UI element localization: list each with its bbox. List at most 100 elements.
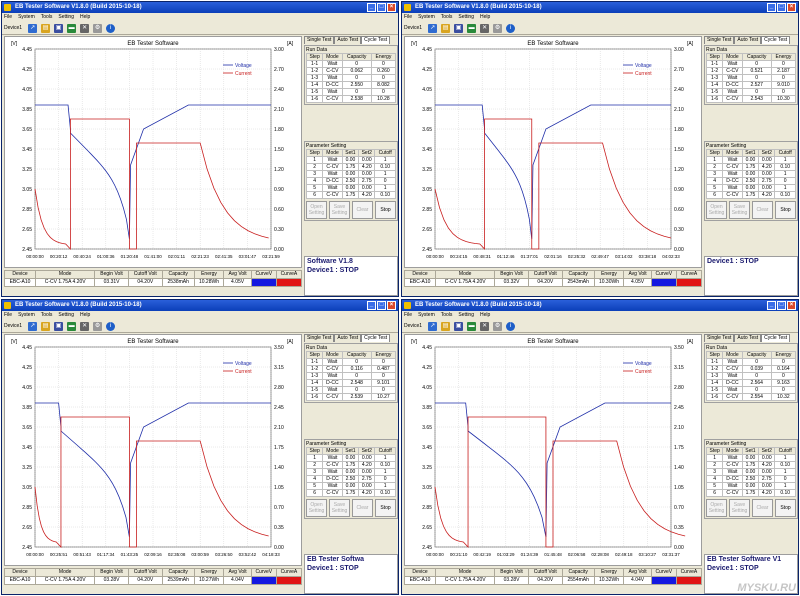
menu-help[interactable]: Help	[480, 14, 491, 20]
clear-button[interactable]: Clear	[752, 499, 773, 517]
chart-icon[interactable]: ▬	[467, 23, 477, 33]
parameter-cell[interactable]: 1.75	[741, 163, 760, 171]
chart-icon[interactable]: ▬	[467, 321, 477, 331]
close-icon[interactable]: ×	[787, 3, 796, 12]
minimize-icon[interactable]: _	[767, 301, 776, 310]
parameter-cell[interactable]: 1	[374, 468, 396, 476]
parameter-cell[interactable]: 4.20	[758, 191, 776, 199]
parameter-row[interactable]: 3 Wait 0.00 0.00 1	[305, 468, 396, 476]
tools-icon[interactable]: ✕	[480, 321, 490, 331]
parameter-cell[interactable]: 6	[305, 489, 324, 497]
parameter-cell[interactable]: 1	[374, 184, 396, 192]
chart-icon[interactable]: ▬	[67, 23, 77, 33]
parameter-row[interactable]: 4 D-CC 2.50 2.75 0	[705, 475, 796, 483]
parameter-cell[interactable]: 4.20	[758, 461, 776, 469]
parameter-cell[interactable]: 1.75	[341, 163, 360, 171]
parameter-cell[interactable]: 2.50	[741, 177, 760, 185]
tab-auto-test[interactable]: Auto Test	[334, 36, 362, 44]
parameter-cell[interactable]: 2.75	[358, 177, 376, 185]
device-selector[interactable]: Device1	[404, 25, 423, 31]
parameter-cell[interactable]: Wait	[722, 454, 743, 462]
parameter-cell[interactable]: C-CV	[722, 191, 743, 199]
maximize-icon[interactable]: □	[377, 301, 386, 310]
parameter-cell[interactable]: 0.00	[758, 468, 776, 476]
settings-icon[interactable]: ⚙	[493, 321, 503, 331]
parameter-row[interactable]: 4 D-CC 2.50 2.75 0	[305, 475, 396, 483]
tab-cycle-test[interactable]: Cycle Test	[761, 334, 791, 342]
save-setting-button[interactable]: Save Setting	[329, 201, 350, 219]
curve-voltage-swatch[interactable]	[250, 576, 277, 585]
maximize-icon[interactable]: □	[777, 3, 786, 12]
menu-setting[interactable]: Setting	[58, 312, 74, 318]
open-setting-button[interactable]: Open Setting	[306, 499, 327, 517]
parameter-cell[interactable]: 1	[305, 454, 324, 462]
parameter-cell[interactable]: 0.10	[774, 489, 796, 497]
menu-setting[interactable]: Setting	[458, 312, 474, 318]
parameter-cell[interactable]: 2.75	[358, 475, 376, 483]
parameter-cell[interactable]: Wait	[322, 184, 343, 192]
tab-auto-test[interactable]: Auto Test	[734, 334, 762, 342]
parameter-cell[interactable]: 2	[305, 163, 324, 171]
parameter-row[interactable]: 1 Wait 0.00 0.00 1	[705, 454, 796, 462]
parameter-row[interactable]: 1 Wait 0.00 0.00 1	[305, 454, 396, 462]
parameter-cell[interactable]: 2	[305, 461, 324, 469]
parameter-cell[interactable]: 0.00	[341, 468, 360, 476]
info-icon[interactable]: i	[106, 321, 116, 331]
close-icon[interactable]: ×	[387, 301, 396, 310]
parameter-cell[interactable]: Wait	[322, 468, 343, 476]
parameter-cell[interactable]: 5	[705, 184, 724, 192]
parameter-cell[interactable]: 0.00	[741, 454, 760, 462]
settings-icon[interactable]: ⚙	[493, 23, 503, 33]
stop-button[interactable]: Stop	[775, 499, 796, 517]
tab-single-test[interactable]: Single Test	[304, 334, 335, 342]
curve-current-swatch[interactable]	[675, 278, 703, 287]
parameter-cell[interactable]: 6	[705, 489, 724, 497]
menu-help[interactable]: Help	[480, 312, 491, 318]
menu-system[interactable]: System	[18, 14, 35, 20]
minimize-icon[interactable]: _	[367, 3, 376, 12]
parameter-cell[interactable]: 1.75	[741, 191, 760, 199]
parameter-cell[interactable]: Wait	[322, 454, 343, 462]
parameter-cell[interactable]: 0	[374, 475, 396, 483]
parameter-cell[interactable]: 0.00	[341, 454, 360, 462]
parameter-cell[interactable]: 0.00	[741, 468, 760, 476]
curve-current-swatch[interactable]	[275, 278, 303, 287]
close-icon[interactable]: ×	[787, 301, 796, 310]
maximize-icon[interactable]: □	[377, 3, 386, 12]
parameter-cell[interactable]: Wait	[722, 482, 743, 490]
info-icon[interactable]: i	[106, 23, 116, 33]
parameter-cell[interactable]: 0.10	[374, 191, 396, 199]
parameter-cell[interactable]: 5	[705, 482, 724, 490]
parameter-cell[interactable]: 4.20	[758, 163, 776, 171]
parameter-cell[interactable]: 0.00	[758, 170, 776, 178]
tab-single-test[interactable]: Single Test	[704, 334, 735, 342]
parameter-cell[interactable]: 4.20	[358, 163, 376, 171]
curve-voltage-swatch[interactable]	[250, 278, 277, 287]
save-setting-button[interactable]: Save Setting	[729, 201, 750, 219]
parameter-cell[interactable]: 0.00	[341, 170, 360, 178]
device-selector[interactable]: Device1	[404, 323, 423, 329]
parameter-row[interactable]: 4 D-CC 2.50 2.75 0	[705, 177, 796, 185]
parameter-cell[interactable]: 4.20	[358, 461, 376, 469]
parameter-row[interactable]: 1 Wait 0.00 0.00 1	[305, 156, 396, 164]
parameter-cell[interactable]: 5	[305, 482, 324, 490]
curve-current-swatch[interactable]	[275, 576, 303, 585]
parameter-cell[interactable]: 1	[374, 482, 396, 490]
settings-icon[interactable]: ⚙	[93, 23, 103, 33]
curve-current-swatch[interactable]	[675, 576, 703, 585]
parameter-cell[interactable]: 0.10	[774, 461, 796, 469]
parameter-cell[interactable]: 1	[705, 454, 724, 462]
menu-system[interactable]: System	[418, 14, 435, 20]
parameter-cell[interactable]: 1	[774, 184, 796, 192]
minimize-icon[interactable]: _	[367, 301, 376, 310]
open-setting-button[interactable]: Open Setting	[306, 201, 327, 219]
parameter-cell[interactable]: 3	[305, 468, 324, 476]
parameter-row[interactable]: 2 C-CV 1.75 4.20 0.10	[305, 461, 396, 469]
parameter-cell[interactable]: 0	[774, 177, 796, 185]
menu-setting[interactable]: Setting	[458, 14, 474, 20]
parameter-cell[interactable]: 0.00	[341, 184, 360, 192]
parameter-cell[interactable]: 3	[705, 468, 724, 476]
menu-setting[interactable]: Setting	[58, 14, 74, 20]
parameter-cell[interactable]: C-CV	[322, 461, 343, 469]
parameter-cell[interactable]: 0.00	[758, 454, 776, 462]
